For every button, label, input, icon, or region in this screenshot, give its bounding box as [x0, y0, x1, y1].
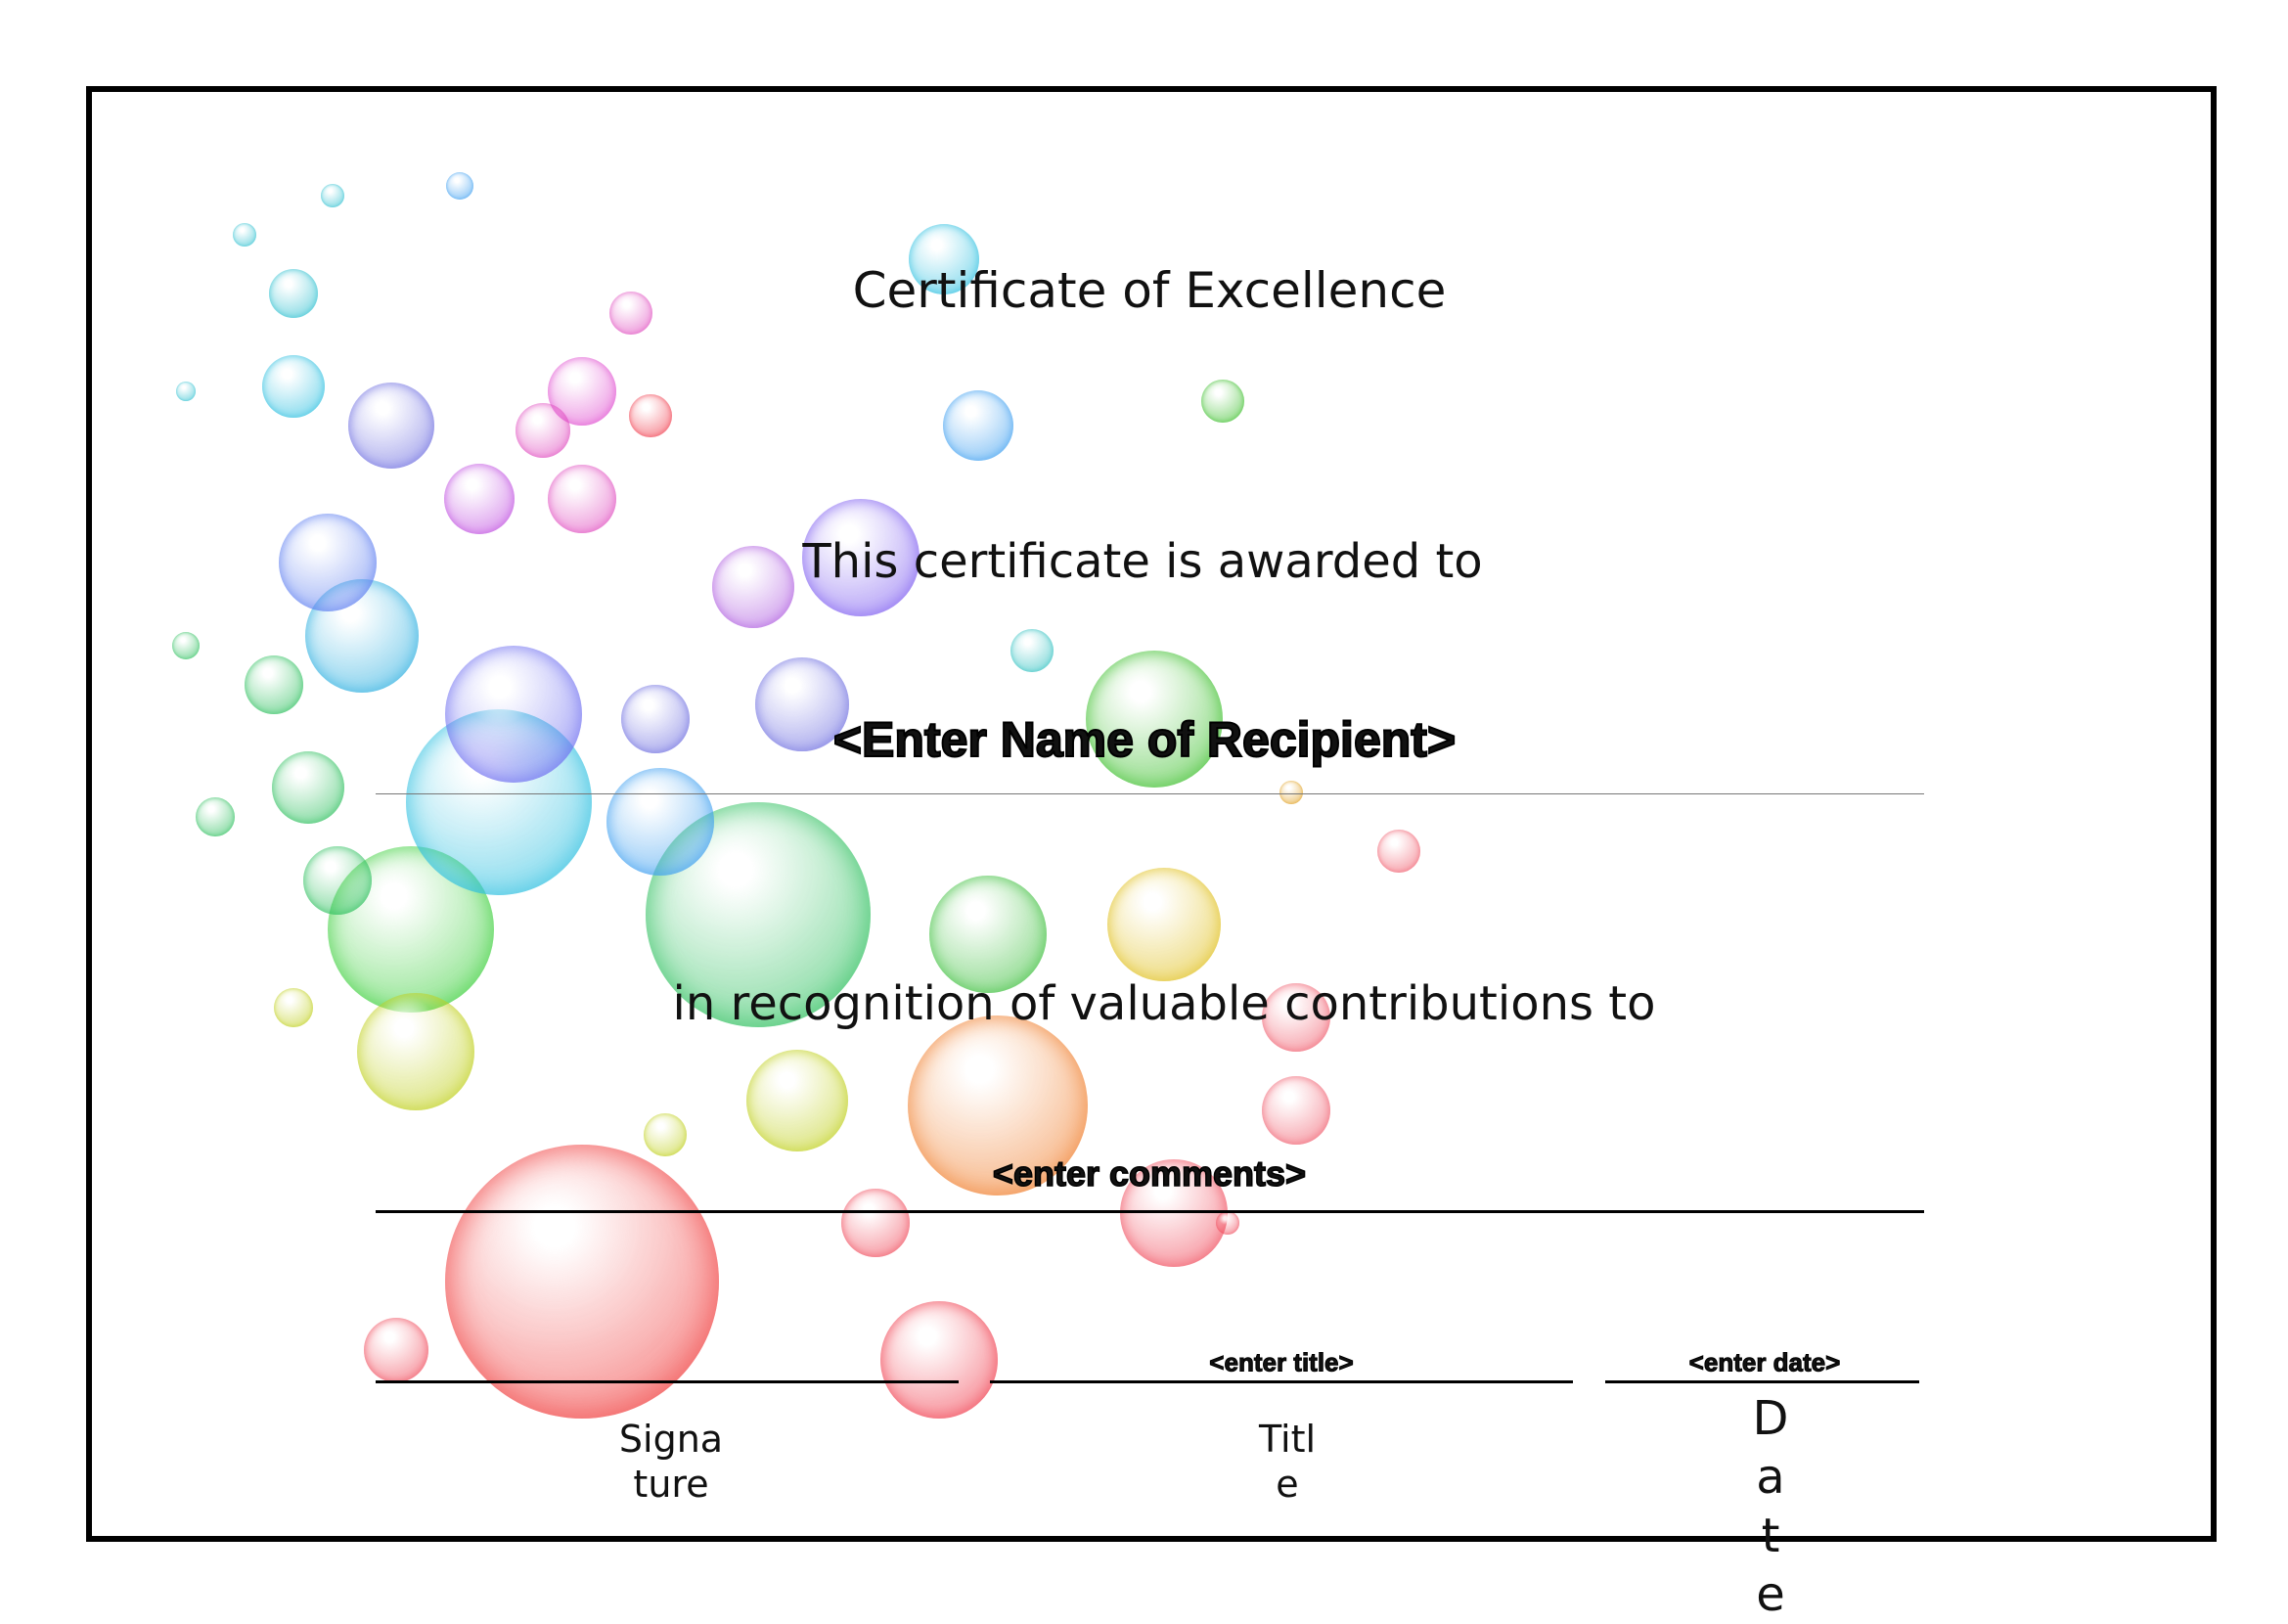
comments-field[interactable]: <enter comments> — [992, 1152, 1307, 1195]
comments-line — [376, 1210, 1924, 1213]
certificate-title: Certificate of Excellence — [852, 262, 1447, 319]
certificate-border — [86, 86, 2217, 1542]
recognition-text: in recognition of valuable contributions… — [672, 976, 1656, 1031]
title-field[interactable]: <enter title> — [1209, 1347, 1354, 1377]
title-line — [990, 1380, 1573, 1383]
date-label: Date — [1752, 1391, 1789, 1622]
title-label: Title — [1258, 1418, 1317, 1506]
date-field[interactable]: <enter date> — [1688, 1347, 1841, 1377]
date-line — [1605, 1380, 1919, 1383]
awarded-text: This certificate is awarded to — [802, 534, 1483, 589]
recipient-line — [376, 793, 1924, 794]
signature-line — [376, 1380, 959, 1383]
recipient-name-field[interactable]: <Enter Name of Recipient> — [832, 711, 1457, 768]
signature-label: Signature — [618, 1418, 724, 1506]
